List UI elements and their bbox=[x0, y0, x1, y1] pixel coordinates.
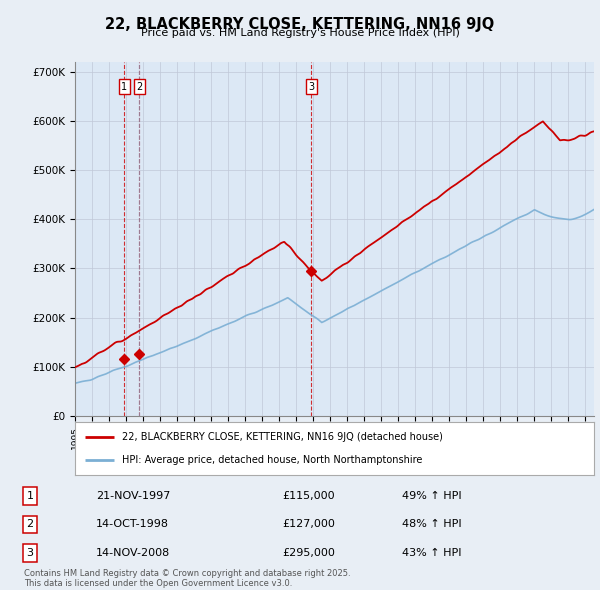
Text: £295,000: £295,000 bbox=[282, 548, 335, 558]
Text: 1: 1 bbox=[121, 81, 127, 91]
Text: HPI: Average price, detached house, North Northamptonshire: HPI: Average price, detached house, Nort… bbox=[122, 455, 422, 465]
Text: 22, BLACKBERRY CLOSE, KETTERING, NN16 9JQ: 22, BLACKBERRY CLOSE, KETTERING, NN16 9J… bbox=[106, 17, 494, 31]
Text: £115,000: £115,000 bbox=[282, 491, 335, 501]
Text: £127,000: £127,000 bbox=[282, 519, 335, 529]
Text: Price paid vs. HM Land Registry's House Price Index (HPI): Price paid vs. HM Land Registry's House … bbox=[140, 28, 460, 38]
Text: 3: 3 bbox=[308, 81, 314, 91]
Text: 48% ↑ HPI: 48% ↑ HPI bbox=[402, 519, 461, 529]
Text: 43% ↑ HPI: 43% ↑ HPI bbox=[402, 548, 461, 558]
Text: 14-OCT-1998: 14-OCT-1998 bbox=[96, 519, 169, 529]
Text: 1: 1 bbox=[26, 491, 34, 501]
Text: 2: 2 bbox=[26, 519, 34, 529]
Text: 21-NOV-1997: 21-NOV-1997 bbox=[96, 491, 170, 501]
Text: Contains HM Land Registry data © Crown copyright and database right 2025.
This d: Contains HM Land Registry data © Crown c… bbox=[24, 569, 350, 588]
Text: 2: 2 bbox=[136, 81, 143, 91]
Text: 49% ↑ HPI: 49% ↑ HPI bbox=[402, 491, 461, 501]
Text: 3: 3 bbox=[26, 548, 34, 558]
Text: 14-NOV-2008: 14-NOV-2008 bbox=[96, 548, 170, 558]
Text: 22, BLACKBERRY CLOSE, KETTERING, NN16 9JQ (detached house): 22, BLACKBERRY CLOSE, KETTERING, NN16 9J… bbox=[122, 432, 443, 442]
